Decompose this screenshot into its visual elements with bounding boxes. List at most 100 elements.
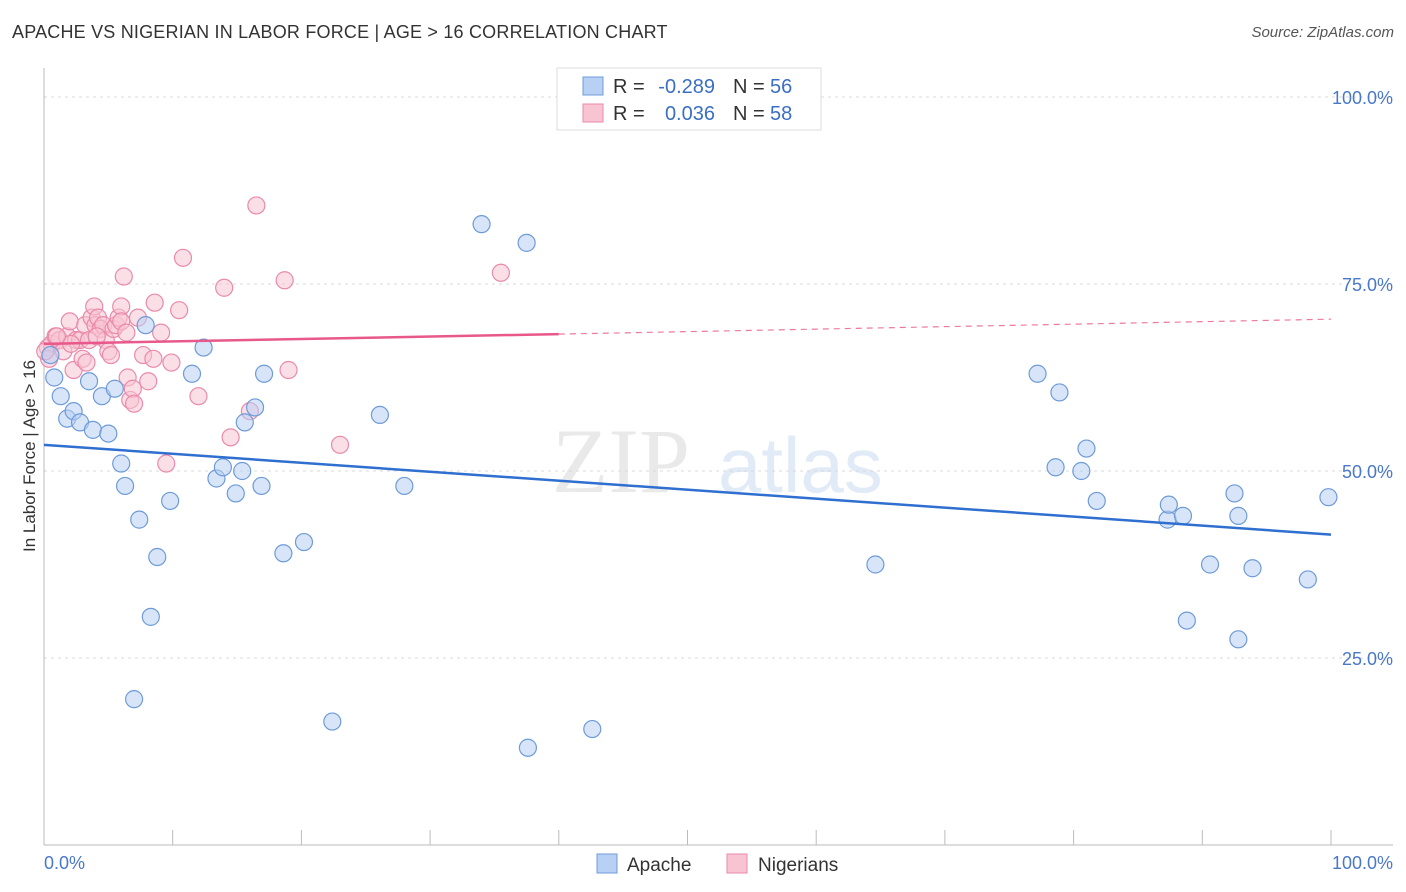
apache-point-17: [161, 491, 180, 511]
nigerians-point-6: [60, 312, 79, 331]
apache-point-35: [517, 233, 536, 252]
apache-point-21: [213, 458, 232, 477]
apache-point-42: [1072, 461, 1091, 481]
nigerians-point-37: [145, 293, 164, 312]
apache-point-31: [323, 712, 342, 731]
apache-point-29: [294, 532, 314, 552]
apache-point-12: [115, 476, 135, 496]
legend-n-label-nigerians: N =: [733, 103, 765, 125]
apache-point-54: [1298, 570, 1317, 589]
nigerians-point-38: [152, 323, 171, 342]
nigerians-point-55: [47, 327, 66, 346]
nigerians-point-51: [491, 263, 510, 282]
apache-point-23: [233, 461, 252, 481]
bottom-legend-nigerians: Nigerians: [758, 855, 838, 876]
y-tick-label-3: 25.0%: [1342, 649, 1393, 669]
apache-point-26: [252, 476, 271, 496]
legend-r-label-nigerians: R =: [613, 103, 645, 125]
nigerians-point-29: [117, 323, 136, 342]
legend-n-apache: 56: [770, 76, 792, 98]
apache-point-32: [370, 405, 390, 424]
apache-point-36: [518, 738, 538, 757]
apache-point-33: [395, 476, 414, 496]
apache-point-34: [472, 215, 491, 234]
legend-r-apache: -0.289: [658, 76, 715, 98]
apache-point-47: [1173, 506, 1193, 525]
nigerians-point-52: [144, 349, 163, 368]
y-axis-title: In Labor Force | Age > 16: [20, 360, 39, 552]
apache-point-6: [79, 372, 99, 391]
apache-point-55: [1319, 488, 1338, 507]
apache-point-45: [1158, 510, 1177, 529]
x-tick-label-max: 100.0%: [1332, 853, 1393, 873]
nigerians-point-39: [157, 454, 176, 473]
legend-r-label-apache: R =: [613, 76, 645, 98]
apache-point-9: [99, 424, 118, 443]
nigerians-trend-line-dashed: [558, 318, 1332, 335]
nigerians-point-40: [162, 353, 181, 372]
nigerians-trend-line: [43, 332, 559, 346]
nigerians-point-50: [330, 435, 350, 454]
legend-swatch-apache: [582, 76, 604, 96]
nigerians-point-44: [215, 278, 234, 297]
apache-point-37: [583, 719, 602, 739]
apache-point-1: [45, 368, 64, 387]
apache-point-18: [182, 364, 202, 383]
series-legend: Apache Nigerians: [596, 853, 838, 876]
apache-point-48: [1177, 611, 1196, 630]
nigerians-point-53: [87, 327, 106, 346]
apache-point-7: [83, 420, 103, 439]
apache-point-46: [1159, 495, 1178, 514]
grid-lines: [44, 96, 1393, 659]
bottom-legend-swatch-apache: [596, 853, 618, 874]
y-tick-label-1: 75.0%: [1342, 275, 1393, 295]
nigerians-point-28: [114, 267, 133, 286]
apache-point-52: [1229, 506, 1248, 525]
apache-point-30: [124, 690, 144, 709]
nigerians-point-43: [189, 387, 208, 406]
apache-point-39: [1028, 364, 1047, 383]
bottom-legend-swatch-nigerians: [726, 853, 748, 874]
apache-point-13: [130, 510, 149, 529]
apache-point-14: [136, 316, 155, 335]
y-tick-label-2: 50.0%: [1342, 462, 1393, 482]
apache-point-24: [235, 413, 254, 432]
apache-points: [41, 215, 1338, 757]
watermark: ZIP atlas: [552, 410, 883, 512]
apache-point-25: [245, 398, 265, 417]
nigerians-point-36: [139, 372, 158, 391]
nigerians-point-32: [123, 379, 142, 398]
x-tick-label-min: 0.0%: [44, 853, 85, 873]
apache-point-16: [148, 547, 167, 567]
y-tick-labels: 100.0% 75.0% 50.0% 25.0%: [1332, 88, 1393, 669]
apache-point-10: [105, 379, 124, 398]
watermark-atlas: atlas: [718, 421, 883, 509]
nigerians-point-45: [221, 428, 240, 447]
apache-point-53: [1243, 559, 1262, 578]
nigerians-point-49: [279, 360, 298, 380]
apache-point-2: [51, 387, 70, 406]
apache-point-43: [1077, 439, 1096, 458]
apache-point-49: [1200, 555, 1220, 574]
nigerians-points: [36, 196, 510, 473]
y-tick-label-0: 100.0%: [1332, 88, 1393, 108]
source-label: Source: ZipAtlas.com: [1251, 24, 1394, 41]
apache-point-40: [1050, 383, 1069, 402]
apache-point-51: [1229, 630, 1248, 649]
nigerians-point-41: [170, 301, 189, 320]
apache-point-22: [226, 484, 245, 503]
apache-point-38: [866, 555, 885, 574]
apache-point-41: [1046, 458, 1065, 477]
nigerians-point-42: [173, 248, 193, 267]
legend-n-nigerians: 58: [770, 103, 792, 125]
apache-point-44: [1087, 491, 1106, 511]
nigerians-point-47: [247, 196, 266, 215]
apache-point-0: [41, 345, 60, 365]
apache-point-15: [141, 607, 160, 626]
x-axis-ticks: [172, 830, 1332, 845]
apache-point-28: [274, 544, 293, 563]
nigerians-point-22: [101, 345, 121, 365]
apache-point-50: [1225, 484, 1244, 503]
apache-point-27: [254, 364, 274, 383]
nigerians-point-12: [77, 353, 96, 372]
